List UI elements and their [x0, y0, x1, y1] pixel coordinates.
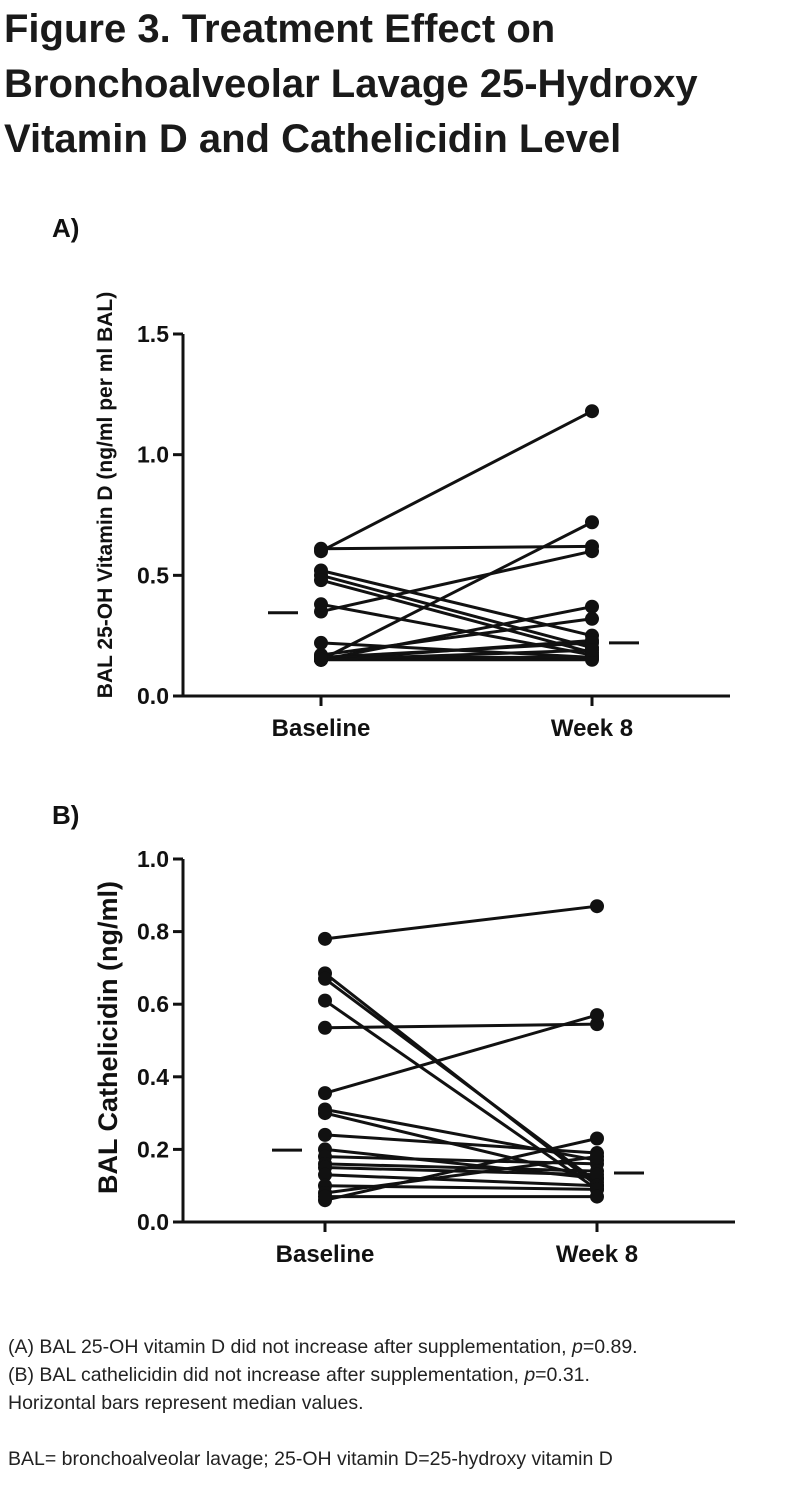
y-tick-label: 0.0	[137, 683, 169, 709]
paired-line	[324, 1022, 598, 1030]
baseline-point	[318, 1127, 332, 1142]
y-tick-label: 1.0	[137, 442, 169, 468]
caption-b-value: =0.31.	[535, 1364, 590, 1386]
paired-line	[324, 1137, 598, 1202]
paired-line	[320, 409, 593, 553]
paired-line	[320, 549, 593, 613]
week8-point	[590, 1149, 604, 1164]
baseline-point	[318, 1020, 332, 1035]
panel-b-label: B)	[52, 800, 80, 830]
caption-abbreviations: BAL= bronchoalveolar lavage; 25-OH vitam…	[8, 1448, 613, 1470]
baseline-point	[318, 1167, 332, 1182]
baseline-point	[318, 1106, 332, 1121]
baseline-point	[318, 1189, 332, 1204]
week8-point	[590, 1189, 604, 1204]
baseline-point	[318, 993, 332, 1008]
baseline-point	[318, 931, 332, 946]
week8-point	[585, 599, 599, 614]
baseline-point	[314, 597, 328, 612]
y-tick-label: 1.5	[137, 321, 169, 347]
paired-line	[324, 1107, 598, 1162]
baseline-point	[314, 563, 328, 578]
caption-line-c: Horizontal bars represent median values.	[8, 1392, 364, 1414]
caption-spacer	[8, 1417, 788, 1445]
baseline-point	[318, 1086, 332, 1101]
paired-line	[320, 578, 593, 655]
paired-line	[324, 1162, 598, 1173]
paired-line	[324, 904, 598, 941]
baseline-point	[314, 652, 328, 667]
paired-line	[324, 1013, 598, 1095]
y-tick-label: 0.4	[137, 1064, 169, 1090]
week8-point	[585, 404, 599, 419]
figure-title: Figure 3. Treatment Effect on Bronchoalv…	[4, 7, 698, 161]
caption-line-b: (B) BAL cathelicidin did not increase af…	[8, 1361, 788, 1389]
paired-line	[324, 1111, 598, 1180]
panel-a-label: A)	[52, 213, 80, 243]
week8-point	[585, 515, 599, 530]
caption-line-a: (A) BAL 25-OH vitamin D did not increase…	[8, 1333, 788, 1361]
x-tick-label: Week 8	[556, 1241, 638, 1268]
y-tick-label: 0.2	[137, 1136, 169, 1162]
paired-line	[320, 641, 593, 659]
week8-point	[585, 643, 599, 658]
baseline-point	[318, 971, 332, 986]
week8-point	[585, 611, 599, 626]
week8-point	[590, 1167, 604, 1182]
baseline-point	[314, 635, 328, 650]
baseline-point	[314, 541, 328, 556]
y-tick-label: 0.5	[137, 562, 169, 588]
x-tick-label: Baseline	[272, 715, 371, 742]
caption-b-p: p	[524, 1364, 536, 1386]
caption-a-text: (A) BAL 25-OH vitamin D did not increase…	[8, 1336, 572, 1358]
x-tick-label: Week 8	[551, 715, 633, 742]
y-tick-label: 0.8	[137, 919, 169, 945]
y-tick-label: 0.0	[137, 1209, 169, 1235]
y-axis-title: BAL Cathelicidin (ng/ml)	[93, 881, 123, 1194]
week8-point	[590, 1008, 604, 1023]
week8-point	[590, 899, 604, 914]
caption-b-text: (B) BAL cathelicidin did not increase af…	[8, 1364, 525, 1386]
paired-line	[320, 617, 593, 657]
paired-line	[324, 1166, 598, 1177]
y-axis-title: BAL 25-OH Vitamin D (ng/ml per ml BAL)	[94, 292, 117, 698]
caption: (A) BAL 25-OH vitamin D did not increase…	[8, 1333, 788, 1473]
paired-line	[320, 605, 593, 662]
y-tick-label: 0.6	[137, 991, 169, 1017]
paired-line	[324, 1133, 598, 1155]
y-tick-label: 1.0	[137, 846, 169, 872]
caption-a-p: p	[571, 1336, 583, 1358]
paired-line	[320, 573, 593, 650]
chart-a-vitamin-d: 0.0 0.5 1.0 1.5 Baseline Week 8 BAL 25-OH Vita…	[94, 292, 730, 742]
week8-point	[590, 1131, 604, 1146]
x-tick-label: Baseline	[276, 1241, 375, 1268]
chart-b-cathelicidin: 0.0 0.2 0.4 0.6 0.8 1.0 Baseline Week 8 BAL Cath…	[93, 846, 735, 1268]
paired-line	[324, 999, 598, 1191]
paired-line	[320, 648, 593, 662]
paired-line	[324, 1155, 598, 1195]
week8-point	[585, 544, 599, 559]
paired-line	[320, 544, 593, 551]
paired-line	[324, 1173, 598, 1188]
paired-line	[320, 520, 593, 662]
caption-a-value: =0.89.	[582, 1336, 638, 1358]
baseline-point	[314, 573, 328, 588]
